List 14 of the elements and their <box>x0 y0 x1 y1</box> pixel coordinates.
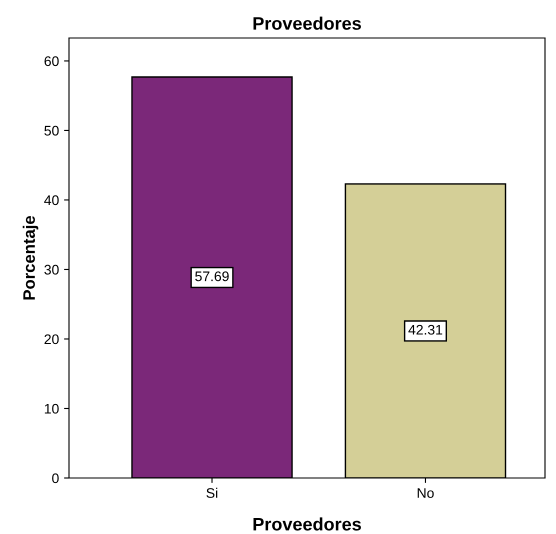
x-axis-title: Proveedores <box>254 517 361 531</box>
x-tick-label: Si <box>206 488 218 498</box>
data-label: 42.31 <box>408 324 442 335</box>
x-tick-label: No <box>418 488 434 498</box>
data-label: 57.69 <box>195 271 229 282</box>
y-tick-label: 10 <box>44 404 59 414</box>
y-tick-label: 0 <box>52 473 59 484</box>
y-tick-label: 30 <box>44 264 59 275</box>
y-tick-label: 20 <box>44 334 59 344</box>
y-tick-label: 50 <box>44 126 59 136</box>
chart-title: Proveedores <box>254 16 361 30</box>
y-tick-label: 60 <box>44 56 59 66</box>
y-tick-label: 40 <box>44 195 59 206</box>
y-axis-title: Porcentaje <box>22 216 38 300</box>
